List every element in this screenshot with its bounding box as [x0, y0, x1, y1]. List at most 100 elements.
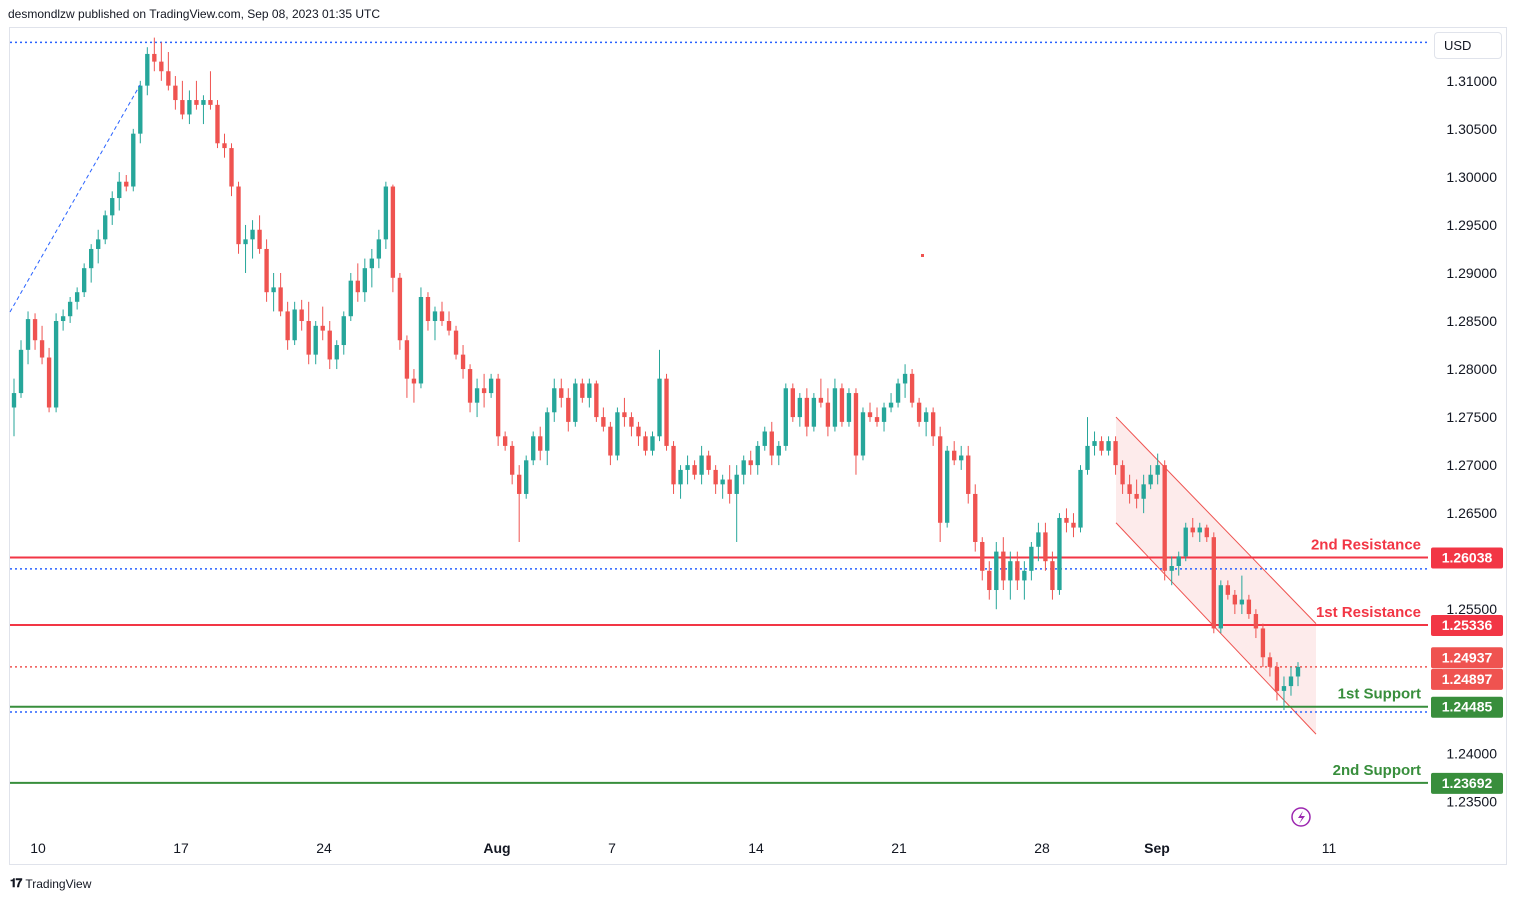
candle-body [278, 287, 283, 312]
chart-frame [9, 27, 1507, 865]
candle-body [1197, 527, 1202, 533]
candle-body [1267, 657, 1273, 667]
candle [580, 378, 585, 403]
candle [909, 369, 915, 408]
candle [741, 455, 746, 485]
candle [313, 321, 318, 365]
candle [566, 388, 571, 432]
support-resistance-levels: 2nd Resistance 1st Resistance 1st Support 2… [10, 41, 1428, 784]
candle [411, 369, 417, 403]
candle [1008, 551, 1013, 600]
candle [1288, 666, 1294, 696]
candle [832, 378, 838, 432]
candle-body [987, 570, 992, 591]
candle-body [32, 319, 38, 341]
candle-body [1246, 599, 1252, 615]
candle [1043, 522, 1048, 571]
level-label: 2nd Resistance [1311, 537, 1421, 554]
candle [390, 184, 396, 293]
candle [187, 90, 192, 125]
candle [292, 301, 297, 346]
candle [1057, 513, 1062, 595]
candle [769, 421, 774, 466]
candle-body [895, 383, 901, 403]
candle [650, 431, 655, 456]
candle [25, 311, 31, 365]
candle-body [580, 383, 585, 398]
candle [1260, 623, 1266, 667]
candle [1134, 479, 1139, 509]
candle [257, 215, 262, 254]
candle [524, 455, 529, 499]
candle-body [1260, 628, 1266, 658]
candle [425, 292, 431, 331]
candle [348, 272, 353, 322]
candle-body [959, 455, 964, 461]
level-price-tag-bg [1431, 696, 1503, 718]
candle-body [748, 460, 753, 466]
candle [1148, 465, 1153, 490]
candle [916, 397, 922, 427]
candle [446, 311, 452, 336]
candle-body [966, 455, 971, 494]
candle-body [622, 412, 627, 418]
candle [32, 313, 38, 350]
candle-body [103, 215, 108, 240]
candle-body [74, 292, 80, 302]
candle [1071, 513, 1076, 538]
candle-body [313, 325, 318, 355]
candle-body [60, 316, 66, 322]
candle-body [89, 248, 94, 269]
candle [657, 349, 662, 442]
candle-body [1008, 561, 1013, 581]
candle-body [67, 301, 73, 317]
candle [678, 465, 683, 499]
candle-body [327, 330, 332, 360]
currency-button[interactable]: USD [1434, 32, 1502, 59]
candle-body [629, 417, 634, 427]
candle [594, 380, 599, 422]
tradingview-logo-icon: 𝟏𝟕 [10, 876, 22, 890]
candle-body [531, 436, 536, 461]
candle [1183, 522, 1188, 562]
candle [1281, 676, 1287, 711]
candle [930, 407, 936, 446]
candle-body [1204, 527, 1209, 538]
candle-body [818, 397, 824, 403]
candle [1232, 590, 1238, 615]
candle-body [1043, 532, 1048, 562]
candle [790, 383, 795, 422]
price-tags: 1.26038 1.25336 1.24485 1.23692 1.24937 1.248… [1431, 547, 1503, 794]
candle-body [1015, 561, 1020, 581]
candle-body [460, 354, 466, 370]
candle-body [187, 100, 192, 115]
candle-body [980, 541, 985, 571]
candle [306, 301, 311, 365]
candle-body [166, 71, 171, 86]
price-tag-bg [1431, 668, 1503, 690]
candle-body [138, 85, 143, 134]
candle-body [545, 412, 550, 451]
candle-body [776, 445, 781, 456]
candle [748, 450, 753, 475]
candle-body [853, 393, 859, 456]
candle-body [566, 397, 571, 422]
candle [96, 229, 101, 264]
lightning-icon [1291, 807, 1311, 827]
candle [945, 445, 950, 528]
candle-body [1148, 474, 1153, 485]
candle [762, 426, 767, 451]
candle-body [180, 100, 185, 115]
candle [278, 272, 283, 317]
candle [1169, 556, 1174, 586]
level-price-tag: 1.23692 [1442, 775, 1493, 791]
candle [145, 47, 150, 96]
chart-annotations [9, 84, 1311, 827]
candle-body [39, 340, 45, 358]
candle-body [916, 402, 922, 422]
y-tick-label: 1.28500 [1446, 313, 1497, 329]
candle [39, 325, 45, 365]
candle [509, 441, 515, 485]
candle [636, 421, 641, 446]
